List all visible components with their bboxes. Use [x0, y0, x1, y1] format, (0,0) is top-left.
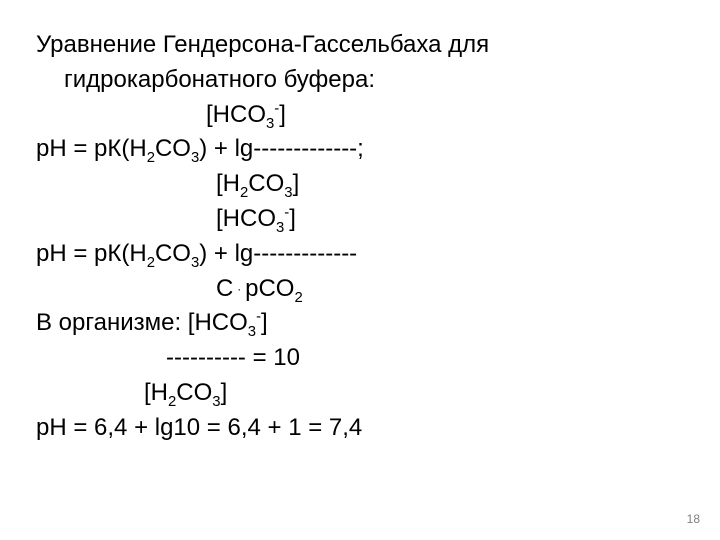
eq1-den-a: [H: [216, 170, 240, 197]
eq2-num-sub: 3: [276, 220, 284, 236]
eq1-den-c: ]: [293, 170, 300, 197]
eq2-c: ) + lg-------------: [199, 240, 357, 267]
eq1-main: pH = pК(H2CO3) + lg-------------;: [36, 132, 684, 167]
eq2-s2: 3: [191, 255, 199, 271]
eq1-numerator: [HCO3-]: [36, 98, 684, 133]
title-line-1: Уравнение Гендерсона-Гассельбаха для: [36, 28, 684, 63]
eq2-main: pH = pК(H2CO3) + lg-------------: [36, 237, 684, 272]
eq1-c: ) + lg-------------;: [199, 135, 364, 162]
org-a: В организме: [HCO: [36, 309, 248, 336]
org-den-c: ]: [221, 379, 228, 406]
eq1-s1: 2: [147, 150, 155, 166]
slide: Уравнение Гендерсона-Гассельбаха для гид…: [0, 0, 720, 540]
org-den-b: CO: [176, 379, 212, 406]
organism-line: В организме: [HCO3-]: [36, 306, 684, 341]
org-sub: 3: [248, 324, 256, 340]
eq1-denominator: [H2CO3]: [36, 167, 684, 202]
eq2-num-l: [HCO: [216, 205, 276, 232]
eq2-a: pH = pК(H: [36, 240, 147, 267]
organism-fraction: ---------- = 10: [36, 341, 684, 376]
eq2-numerator: [HCO3-]: [36, 202, 684, 237]
eq2-den-b: pCO: [245, 275, 294, 302]
eq2-den-sub: 2: [294, 289, 302, 305]
eq1-s2: 3: [191, 150, 199, 166]
org-b: ]: [261, 309, 268, 336]
final-eq: pH = 6,4 + lg10 = 6,4 + 1 = 7,4: [36, 411, 684, 446]
eq2-b: CO: [155, 240, 191, 267]
eq1-b: CO: [155, 135, 191, 162]
organism-denominator: [H2CO3]: [36, 376, 684, 411]
eq1-num-r: ]: [279, 101, 286, 128]
eq1-den-b: CO: [248, 170, 284, 197]
eq2-s1: 2: [147, 255, 155, 271]
eq2-den-a: C: [216, 275, 233, 302]
eq2-denominator: C · pCO2: [36, 272, 684, 307]
title-line-2: гидрокарбонатного буфера:: [36, 63, 684, 98]
page-number: 18: [687, 512, 700, 526]
eq1-num-l: [HCO: [206, 101, 266, 128]
eq1-den-s2: 3: [284, 185, 292, 201]
org-den-s2: 3: [212, 394, 220, 410]
eq1-a: pH = pК(H: [36, 135, 147, 162]
eq2-num-r: ]: [289, 205, 296, 232]
eq1-num-sub: 3: [266, 115, 274, 131]
org-den-a: [H: [144, 379, 168, 406]
